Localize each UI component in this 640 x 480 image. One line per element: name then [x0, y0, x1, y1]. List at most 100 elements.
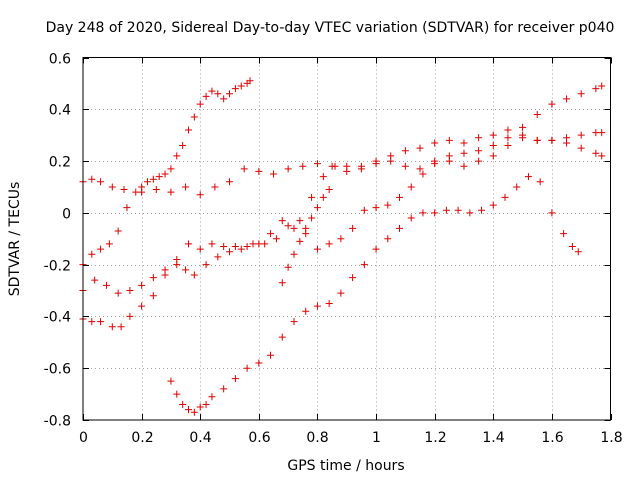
data-point — [226, 90, 234, 98]
data-point — [185, 406, 192, 414]
data-point — [442, 206, 450, 214]
x-tick-label: 0 — [79, 430, 88, 446]
data-point — [360, 206, 368, 214]
x-tick-label: 0.4 — [189, 430, 211, 446]
data-point — [220, 95, 228, 103]
data-point — [401, 162, 409, 170]
x-tick-label: 1.2 — [424, 430, 446, 446]
data-point — [519, 123, 527, 131]
data-point — [211, 183, 219, 191]
data-point — [416, 144, 424, 152]
data-point — [337, 235, 345, 243]
data-point — [513, 183, 521, 191]
data-point — [167, 377, 175, 385]
data-point — [454, 206, 462, 214]
data-point — [325, 240, 333, 248]
data-point — [407, 183, 415, 191]
data-point — [349, 274, 357, 282]
data-point — [246, 77, 254, 85]
data-point — [272, 235, 280, 243]
data-point — [202, 261, 210, 269]
data-point — [196, 403, 204, 411]
data-point — [296, 237, 304, 245]
data-point — [308, 193, 316, 201]
data-point — [237, 245, 245, 253]
data-point — [489, 152, 497, 160]
data-point — [243, 243, 251, 251]
data-point — [284, 165, 292, 173]
data-point — [278, 279, 286, 287]
data-point — [536, 178, 544, 186]
chart-title: Day 248 of 2020, Sidereal Day-to-day VTE… — [46, 20, 615, 36]
data-point — [149, 292, 157, 300]
data-point — [284, 222, 292, 230]
y-tick-labels: -0.8 -0.6 -0.4 -0.2 0 0.2 0.4 0.6 — [44, 52, 71, 430]
data-point — [214, 90, 222, 98]
data-point — [196, 100, 204, 108]
data-point — [308, 214, 316, 222]
data-point — [533, 136, 541, 144]
data-point — [349, 224, 357, 232]
data-point — [88, 318, 96, 326]
data-point — [173, 152, 181, 160]
data-point — [319, 193, 327, 201]
data-point — [240, 165, 248, 173]
data-point — [548, 100, 556, 108]
data-point — [167, 188, 175, 196]
data-point — [466, 209, 474, 217]
data-point — [431, 139, 439, 147]
data-point — [577, 131, 585, 139]
data-point — [155, 173, 163, 181]
data-point — [190, 113, 198, 121]
data-point — [592, 149, 600, 157]
y-tick-label: 0.6 — [49, 52, 71, 68]
data-point — [138, 188, 146, 196]
series-arc-1 — [79, 77, 254, 295]
x-tick-label: 1.6 — [541, 430, 563, 446]
data-point — [577, 90, 585, 98]
data-point — [231, 375, 239, 383]
data-point — [114, 227, 122, 235]
data-point — [299, 162, 307, 170]
data-point — [360, 261, 368, 269]
data-point — [416, 165, 424, 173]
data-point — [132, 188, 140, 196]
data-point — [478, 206, 486, 214]
data-point — [598, 82, 606, 90]
data-point — [179, 142, 187, 150]
data-point — [419, 170, 427, 178]
data-point — [196, 245, 204, 253]
data-point — [261, 240, 269, 248]
data-point — [592, 85, 600, 93]
data-point — [126, 312, 134, 320]
grid — [83, 57, 611, 420]
data-point — [208, 87, 216, 95]
data-point — [548, 136, 556, 144]
x-tick-labels: 0 0.2 0.4 0.6 0.8 1 1.2 1.4 1.6 1.8 — [79, 430, 623, 446]
data-point — [372, 204, 380, 212]
data-point — [387, 157, 395, 165]
data-point — [114, 289, 122, 297]
data-point — [460, 139, 468, 147]
data-point — [138, 281, 146, 289]
data-point — [577, 144, 585, 152]
data-point — [149, 274, 157, 282]
series-arc-4 — [79, 129, 606, 297]
y-tick-label: -0.2 — [44, 259, 71, 275]
data-point — [173, 261, 181, 269]
data-point — [296, 217, 304, 225]
data-point — [592, 129, 600, 137]
data-point — [384, 201, 392, 209]
data-point — [504, 142, 512, 150]
data-point — [331, 162, 339, 170]
data-point — [504, 134, 512, 142]
data-points — [79, 77, 606, 416]
data-point — [196, 191, 204, 199]
data-point — [220, 385, 228, 393]
data-point — [501, 193, 509, 201]
data-point — [91, 276, 99, 284]
data-point — [269, 170, 277, 178]
y-tick-label: 0.4 — [49, 103, 71, 119]
data-point — [313, 302, 321, 310]
